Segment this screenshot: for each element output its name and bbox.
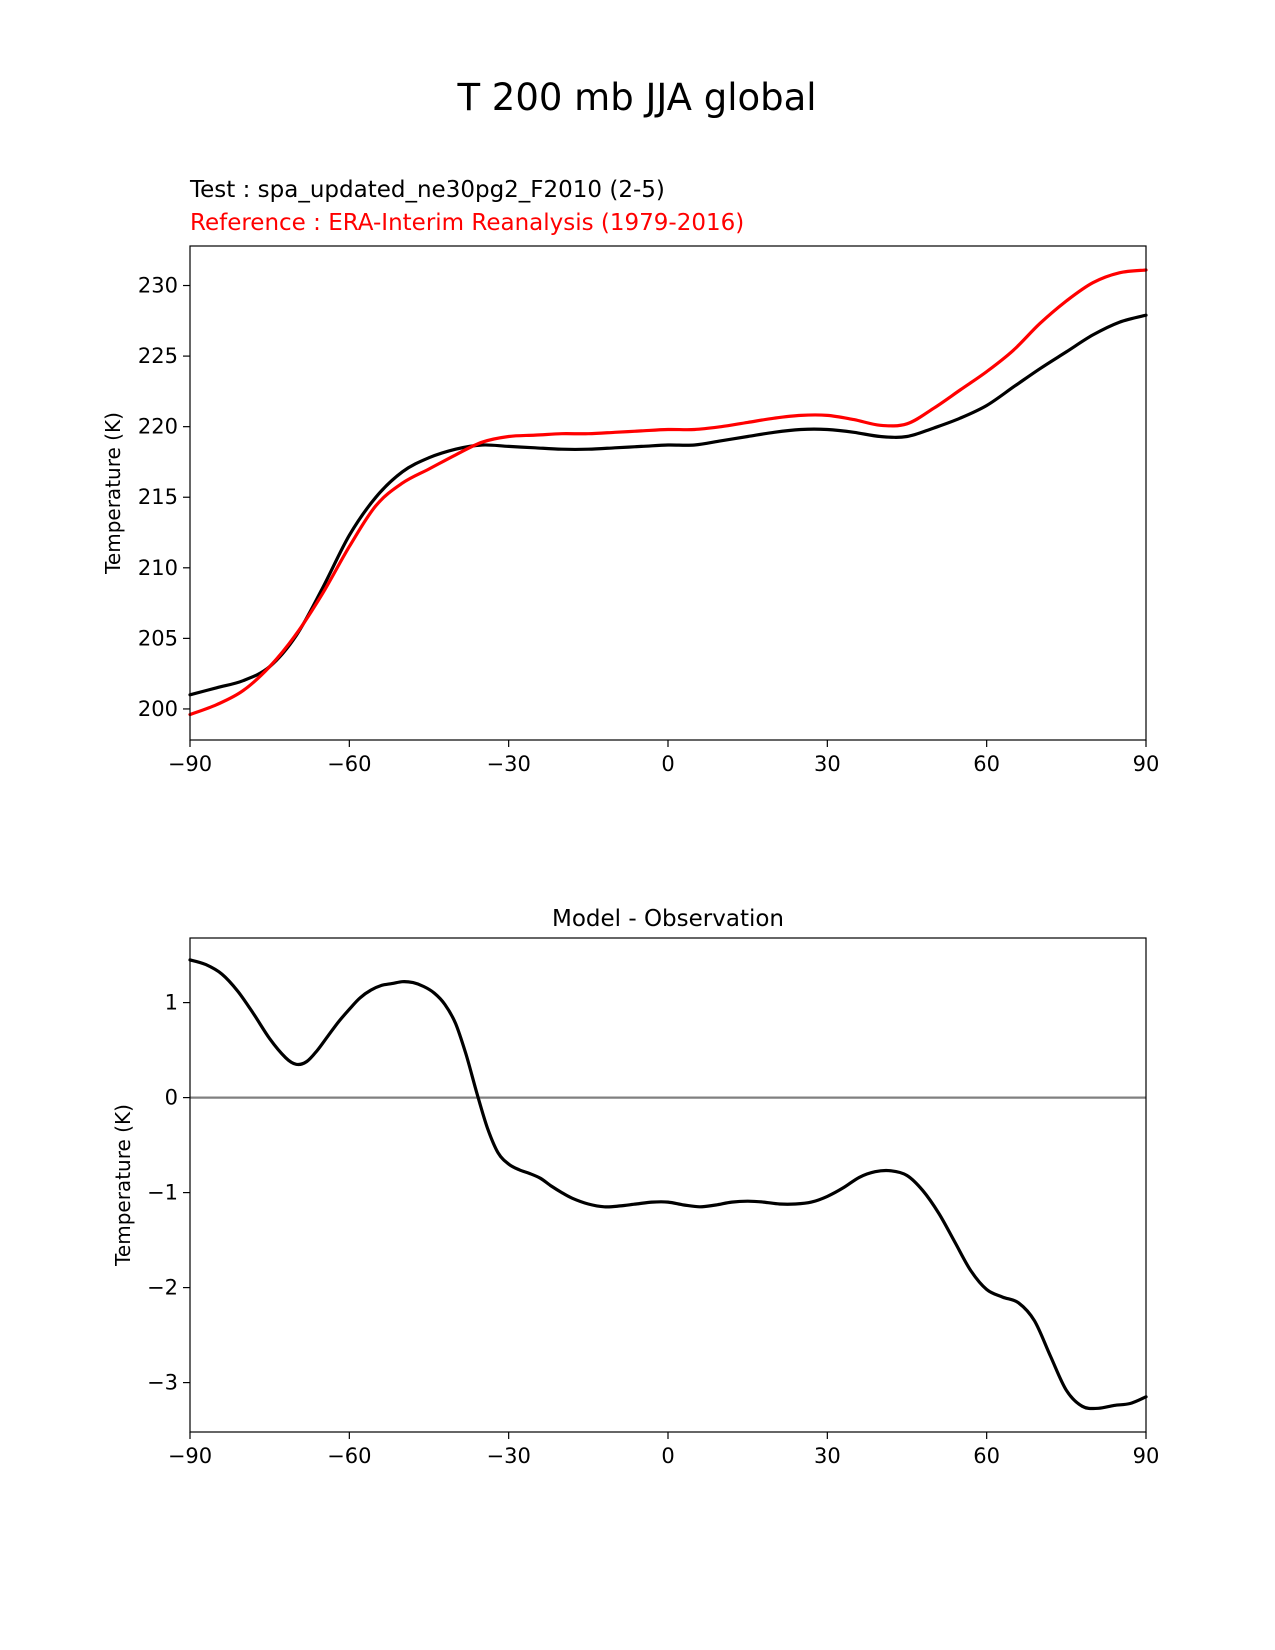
top-x-axis: −90 −60 −30 0 30 60 90 [168,740,1160,776]
top-y-tick-label: 220 [138,415,178,439]
bottom-y-tick-label: 0 [165,1086,178,1110]
bottom-y-tick-label: −3 [147,1371,178,1395]
bottom-x-tick-label: −60 [327,1444,371,1468]
bottom-y-axis: −3 −2 −1 0 1 [147,991,190,1395]
top-y-tick-label: 200 [138,697,178,721]
difference-plot-area [188,958,1148,1411]
top-series-line-1 [188,268,1148,717]
bottom-y-tick-label: 1 [165,991,178,1015]
bottom-x-tick-label: 60 [973,1444,1000,1468]
bottom-x-axis: −90 −60 −30 0 30 60 90 [168,1432,1160,1468]
temperature-panel: Test : spa_updated_ne30pg2_F2010 (2-5) R… [101,177,1159,776]
bottom-x-tick-label: −90 [168,1444,212,1468]
top-x-tick-label: 0 [661,752,674,776]
bottom-y-tick-label: −1 [147,1181,178,1205]
top-x-tick-label: −30 [487,752,531,776]
bottom-y-tick-label: −2 [147,1276,178,1300]
legend-reference-label: Reference : ERA-Interim Reanalysis (1979… [190,210,744,236]
top-axes-frame [189,245,1147,741]
bottom-x-tick-label: 30 [814,1444,841,1468]
top-series-line-0 [188,313,1148,697]
bottom-series-line-0 [188,958,1148,1411]
top-x-tick-label: 30 [814,752,841,776]
top-x-tick-label: −90 [168,752,212,776]
top-x-tick-label: −60 [327,752,371,776]
top-y-axis: 200 205 210 215 220 225 230 [138,274,190,721]
top-y-tick-label: 205 [138,626,178,650]
bottom-x-tick-label: 90 [1133,1444,1160,1468]
top-y-tick-label: 210 [138,556,178,580]
top-y-tick-label: 230 [138,274,178,298]
top-x-tick-label: 60 [973,752,1000,776]
bottom-panel-title: Model - Observation [552,906,784,932]
difference-panel: Model - Observation −90 −60 −30 0 30 60 90 −3−… [111,906,1159,1468]
temperature-plot-area [188,268,1148,717]
bottom-y-axis-label: Temperature (K) [111,1104,135,1267]
legend-test-label: Test : spa_updated_ne30pg2_F2010 (2-5) [189,177,665,203]
figure-title: T 200 mb JJA global [456,76,816,119]
top-y-axis-label: Temperature (K) [101,412,125,575]
bottom-x-tick-label: −30 [487,1444,531,1468]
top-x-tick-label: 90 [1133,752,1160,776]
top-y-tick-label: 225 [138,344,178,368]
bottom-x-tick-label: 0 [661,1444,674,1468]
bottom-axes-frame [189,937,1147,1433]
top-y-tick-label: 215 [138,485,178,509]
